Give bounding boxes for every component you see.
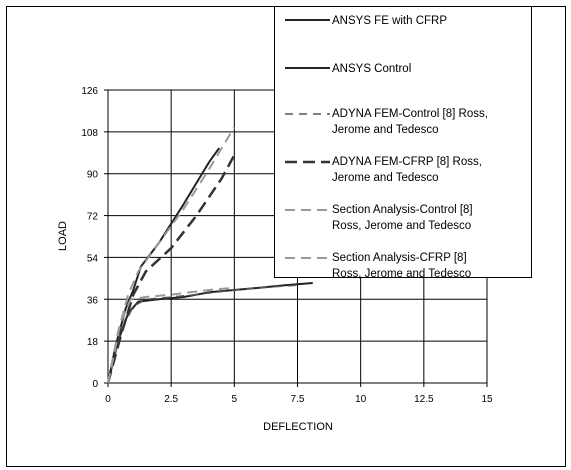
legend-label: Ross, Jerome and Tedesco	[332, 220, 471, 232]
legend-item: Section Analysis-CFRP [8] Ross, Jerome an…	[285, 252, 471, 280]
x-tick-label: 2.5	[164, 394, 178, 405]
legend-label: Jerome and Tedesco	[332, 172, 439, 184]
legend-label: Jerome and Tedesco	[332, 124, 439, 136]
legend-item: ADYNA FEM-CFRP [8] Ross, Jerome and Tedes…	[285, 156, 482, 184]
legend-label: Section Analysis-Control [8]	[332, 204, 473, 216]
legend-label: Section Analysis-CFRP [8]	[332, 252, 467, 264]
legend-label: ADYNA FEM-CFRP [8] Ross,	[332, 156, 482, 168]
y-tick-label: 108	[81, 128, 98, 139]
series-line-5	[107, 286, 235, 384]
y-tick-label: 126	[81, 86, 98, 97]
legend-label: Ross, Jerome and Tedesco	[332, 268, 471, 280]
x-tick-label: 0	[105, 394, 111, 405]
legend-item: Section Analysis-Control [8] Ross, Jerome…	[285, 204, 473, 232]
legend-item: ANSYS Control	[285, 63, 411, 75]
y-tick-label: 54	[87, 253, 99, 264]
x-tick-label: 15	[481, 394, 493, 405]
x-axis-title: DEFLECTION	[263, 421, 333, 433]
y-tick-label: 36	[87, 295, 99, 306]
y-tick-label: 18	[87, 337, 99, 348]
y-tick-label: 72	[87, 212, 99, 223]
y-tick-label: 0	[92, 379, 98, 390]
legend: ANSYS FE with CFRP ANSYS Control ADYNA FEM…	[274, 6, 532, 280]
legend-item: ADYNA FEM-Control [8] Ross, Jerome and Te…	[285, 108, 488, 136]
y-tick-label: 90	[87, 170, 99, 181]
x-tick-label: 10	[355, 394, 367, 405]
series-line-4	[106, 154, 236, 384]
x-tick-label: 7.5	[291, 394, 305, 405]
legend-label: ADYNA FEM-Control [8] Ross,	[332, 108, 488, 120]
legend-item: ANSYS FE with CFRP	[285, 15, 447, 27]
x-tick-label: 5	[232, 394, 238, 405]
series-line-6	[107, 126, 236, 384]
y-axis-title: LOAD	[57, 221, 69, 251]
legend-label: ANSYS FE with CFRP	[332, 15, 447, 27]
legend-label: ANSYS Control	[332, 63, 411, 75]
x-tick-label: 12.5	[414, 394, 434, 405]
legend-box	[274, 6, 532, 278]
